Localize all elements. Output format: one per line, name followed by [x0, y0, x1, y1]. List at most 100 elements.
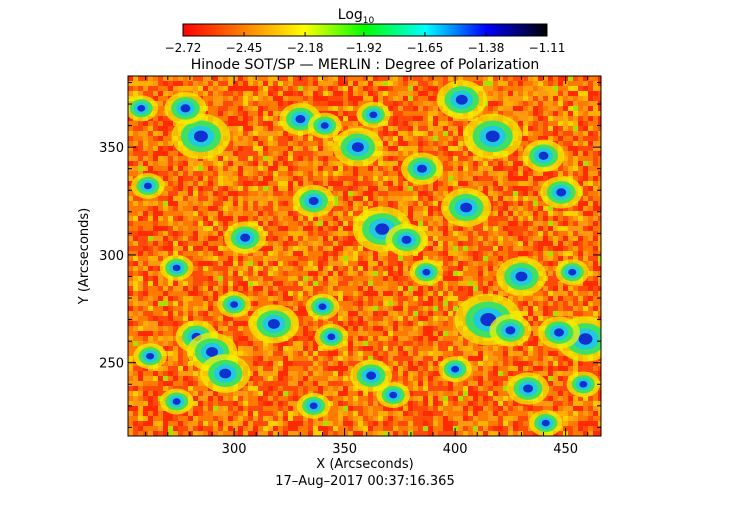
heatmap-cell	[543, 251, 548, 256]
heatmap-cell	[288, 211, 293, 216]
heatmap-cell	[498, 156, 503, 161]
heatmap-cell	[263, 141, 268, 146]
heatmap-cell	[193, 301, 198, 306]
heatmap-cell	[423, 246, 428, 251]
heatmap-cell	[233, 136, 238, 141]
heatmap-cell	[363, 266, 368, 271]
heatmap-cell	[163, 216, 168, 221]
heatmap-cell	[393, 326, 398, 331]
heatmap-cell	[328, 231, 333, 236]
heatmap-cell	[568, 136, 573, 141]
heatmap-cell	[523, 96, 528, 101]
colorbar-tick-label: −2.72	[165, 41, 202, 55]
heatmap-cell	[598, 151, 601, 156]
heatmap-cell	[308, 176, 313, 181]
heatmap-cell	[288, 161, 293, 166]
heatmap-cell	[223, 216, 228, 221]
heatmap-cell	[203, 296, 208, 301]
heatmap-cell	[158, 126, 163, 131]
heatmap-cell	[168, 166, 173, 171]
heatmap-cell	[423, 251, 428, 256]
heatmap-cell	[588, 131, 593, 136]
heatmap-cell	[438, 291, 443, 296]
heatmap-cell	[258, 261, 263, 266]
heatmap-cell	[588, 306, 593, 311]
heatmap-cell	[193, 201, 198, 206]
heatmap-cell	[368, 266, 373, 271]
heatmap-cell	[538, 81, 543, 86]
heatmap-cell	[473, 281, 478, 286]
heatmap-cell	[498, 251, 503, 256]
heatmap-cell	[183, 211, 188, 216]
heatmap-cell	[258, 206, 263, 211]
heatmap-cell	[483, 76, 488, 81]
heatmap-cell	[138, 166, 143, 171]
heatmap-cell	[198, 251, 203, 256]
heatmap-cell	[428, 296, 433, 301]
heatmap-cell	[548, 81, 553, 86]
heatmap-cell	[598, 266, 601, 271]
heatmap-cell	[558, 231, 563, 236]
heatmap-cell	[483, 286, 488, 291]
heatmap-cell	[198, 86, 203, 91]
heatmap-cell	[243, 131, 248, 136]
heatmap-cell	[468, 271, 473, 276]
heatmap-cell	[493, 241, 498, 246]
heatmap-cell	[268, 226, 273, 231]
heatmap-cell	[568, 256, 573, 261]
heatmap-cell	[253, 141, 258, 146]
heatmap-cell	[368, 166, 373, 171]
heatmap-cell	[193, 206, 198, 211]
heatmap-cell	[143, 246, 148, 251]
heatmap-cell	[468, 151, 473, 156]
heatmap-cell	[283, 246, 288, 251]
heatmap-cell	[468, 171, 473, 176]
heatmap-cell	[228, 211, 233, 216]
heatmap-cell	[303, 321, 308, 326]
heatmap-cell	[323, 96, 328, 101]
heatmap-cell	[298, 246, 303, 251]
heatmap-cell	[273, 271, 278, 276]
heatmap-cell	[353, 251, 358, 256]
heatmap-cell	[543, 301, 548, 306]
heatmap-cell	[393, 156, 398, 161]
heatmap-cell	[198, 231, 203, 236]
heatmap-cell	[458, 176, 463, 181]
heatmap-cell	[168, 321, 173, 326]
heatmap-cell	[388, 126, 393, 131]
heatmap-cell	[588, 96, 593, 101]
heatmap-cell	[383, 256, 388, 261]
heatmap-cell	[353, 241, 358, 246]
heatmap-cell	[403, 306, 408, 311]
heatmap-cell	[378, 161, 383, 166]
heatmap-cell	[373, 331, 378, 336]
heatmap-cell	[538, 121, 543, 126]
heatmap-cell	[148, 131, 153, 136]
heatmap-cell	[358, 96, 363, 101]
heatmap-cell	[298, 291, 303, 296]
heatmap-cell	[428, 116, 433, 121]
heatmap-cell	[218, 331, 223, 336]
heatmap-cell	[203, 251, 208, 256]
heatmap-cell	[188, 306, 193, 311]
heatmap-cell	[278, 236, 283, 241]
heatmap-cell	[188, 241, 193, 246]
heatmap-cell	[263, 91, 268, 96]
heatmap-cell	[208, 316, 213, 321]
heatmap-cell	[328, 171, 333, 176]
heatmap-cell	[448, 311, 453, 316]
heatmap-cell	[178, 311, 183, 316]
heatmap-cell	[458, 296, 463, 301]
heatmap-cell	[128, 321, 133, 326]
heatmap-cell	[578, 291, 583, 296]
heatmap-cell	[598, 131, 601, 136]
heatmap-cell	[223, 256, 228, 261]
heatmap-cell	[343, 241, 348, 246]
heatmap-cell	[168, 296, 173, 301]
heatmap-cell	[158, 241, 163, 246]
heatmap-cell	[343, 286, 348, 291]
heatmap-cell	[313, 321, 318, 326]
heatmap-cell	[268, 86, 273, 91]
heatmap-cell	[238, 96, 243, 101]
heatmap-cell	[178, 76, 183, 81]
